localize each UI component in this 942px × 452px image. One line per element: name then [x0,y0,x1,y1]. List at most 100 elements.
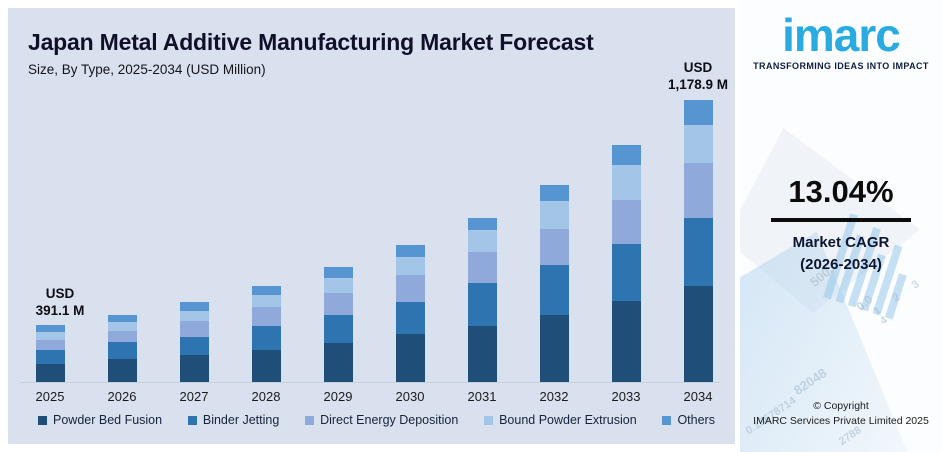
bar-segment-others [251,286,281,295]
bar-segment-binder-jetting [611,244,641,301]
first-bar-value-currency: USD [45,286,75,301]
bar-segment-others [179,302,209,311]
bar-segment-direct-energy-deposition [395,275,425,302]
bar-2030 [395,245,425,382]
copyright: © Copyright IMARC Services Private Limit… [740,399,942,429]
imarc-logo-tagline: TRANSFORMING IDEAS INTO IMPACT [753,61,929,71]
bar-segment-others [467,218,497,230]
bar-segment-bound-powder-extrusion [539,201,569,229]
x-axis-label-2026: 2026 [107,389,137,404]
bar-segment-powder-bed-fusion [467,326,497,382]
x-axis-label-2032: 2032 [539,389,569,404]
page-subtitle: Size, By Type, 2025-2034 (USD Million) [28,61,266,77]
bar-segment-binder-jetting [35,350,65,364]
page-title: Japan Metal Additive Manufacturing Marke… [28,29,594,56]
bar-segment-others [611,145,641,165]
bar-segment-binder-jetting [467,283,497,326]
last-bar-value-label: USD 1,178.9 M [643,60,753,94]
copyright-line2: IMARC Services Private Limited 2025 [753,415,929,428]
chart-panel: Japan Metal Additive Manufacturing Marke… [8,8,735,444]
bar-segment-binder-jetting [323,315,353,343]
x-axis-line [20,382,719,383]
cagr-block: 13.04% Market CAGR (2026-2034) [740,174,942,273]
bar-2031 [467,218,497,382]
legend-label: Direct Energy Deposition [320,413,459,427]
copyright-line1: © Copyright [813,400,869,412]
brand-panel: 500.0 0.0 1 2 3 4 82048 0.15678714 2788 … [740,0,942,452]
bar-segment-bound-powder-extrusion [611,165,641,200]
legend-item-bound-powder-extrusion: Bound Powder Extrusion [484,413,637,427]
bar-segment-others [683,100,713,125]
legend-swatch-bound-powder-extrusion [484,415,494,425]
bar-segment-bound-powder-extrusion [683,125,713,163]
x-axis-label-2031: 2031 [467,389,497,404]
imarc-logo: imarc TRANSFORMING IDEAS INTO IMPACT [740,12,942,71]
bar-segment-others [539,185,569,201]
bar-2033 [611,145,641,382]
bar-2028 [251,286,281,382]
bar-segment-powder-bed-fusion [251,350,281,382]
x-axis-label-2025: 2025 [35,389,65,404]
x-axis-label-2029: 2029 [323,389,353,404]
bar-segment-bound-powder-extrusion [467,230,497,252]
bar-segment-direct-energy-deposition [179,321,209,337]
imarc-logo-text: imarc [782,9,901,61]
bar-segment-bound-powder-extrusion [395,257,425,275]
bar-2029 [323,267,353,382]
bar-segment-bound-powder-extrusion [323,278,353,293]
bar-segment-bound-powder-extrusion [251,295,281,307]
bar-segment-powder-bed-fusion [539,315,569,382]
bar-segment-binder-jetting [683,218,713,286]
x-axis-label-2027: 2027 [179,389,209,404]
legend-swatch-direct-energy-deposition [305,415,315,425]
bar-segment-binder-jetting [539,265,569,315]
x-axis-label-2028: 2028 [251,389,281,404]
x-axis-label-2030: 2030 [395,389,425,404]
last-bar-value-currency: USD [683,60,713,75]
bar-2034 [683,100,713,382]
legend-label: Others [677,413,715,427]
first-bar-value-amount: 391.1 M [35,302,85,318]
bar-segment-powder-bed-fusion [611,301,641,382]
legend-swatch-binder-jetting [187,415,197,425]
bar-segment-direct-energy-deposition [251,307,281,326]
bar-segment-binder-jetting [395,302,425,334]
bar-segment-bound-powder-extrusion [35,332,65,340]
stacked-bar-chart: USD 391.1 M USD 1,178.9 M 2025 2026 2027 20… [8,8,735,444]
legend-item-direct-energy-deposition: Direct Energy Deposition [305,413,458,427]
bar-segment-direct-energy-deposition [107,331,137,342]
bar-segment-others [107,315,137,322]
bar-segment-binder-jetting [179,337,209,355]
legend-label: Powder Bed Fusion [53,413,163,427]
bar-segment-powder-bed-fusion [107,359,137,382]
legend-swatch-powder-bed-fusion [38,415,47,425]
first-bar-value-label: USD 391.1 M [10,286,110,320]
cagr-years: (2026-2034) [800,256,882,273]
bar-segment-powder-bed-fusion [323,343,353,382]
bar-segment-others [35,325,65,332]
cagr-value: 13.04% [788,174,894,209]
chart-legend: Powder Bed Fusion Binder Jetting Direct En… [38,413,715,427]
bar-segment-powder-bed-fusion [35,364,65,382]
bar-segment-direct-energy-deposition [35,340,65,350]
bar-segment-powder-bed-fusion [683,286,713,382]
legend-item-binder-jetting: Binder Jetting [187,413,280,427]
legend-item-powder-bed-fusion: Powder Bed Fusion [38,413,162,427]
cagr-divider [771,218,911,222]
bar-2025 [35,325,65,382]
legend-item-others: Others [662,413,715,427]
legend-label: Bound Powder Extrusion [499,413,637,427]
bar-segment-direct-energy-deposition [323,293,353,315]
bar-segment-powder-bed-fusion [395,334,425,382]
bar-segment-others [323,267,353,278]
bar-segment-bound-powder-extrusion [179,311,209,321]
x-axis-label-2033: 2033 [611,389,641,404]
last-bar-value-amount: 1,178.9 M [667,76,729,92]
bar-segment-direct-energy-deposition [683,163,713,218]
legend-label: Binder Jetting [202,413,280,427]
bar-2026 [107,315,137,382]
bar-segment-binder-jetting [107,342,137,359]
bar-2032 [539,185,569,382]
x-axis-label-2034: 2034 [683,389,713,404]
